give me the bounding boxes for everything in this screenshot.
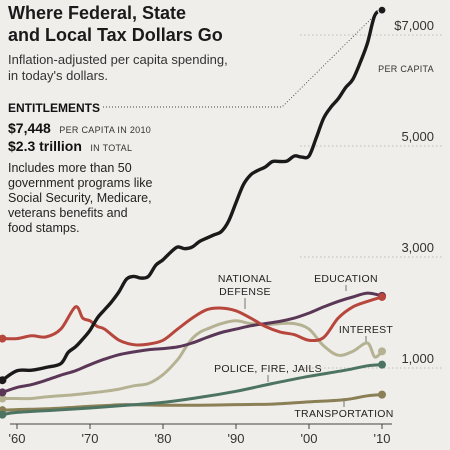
series-endpoint-national-defense — [0, 334, 7, 343]
y-tick-label: 1,000 — [401, 351, 434, 366]
x-tick-label: '60 — [9, 431, 26, 446]
chart-subtitle-line-2: in today's dollars. — [8, 68, 108, 83]
series-line-national-defense — [0, 295, 384, 347]
series-label-national-defense-line-2: DEFENSE — [219, 286, 271, 298]
series-endpoint-interest — [0, 394, 7, 403]
x-tick-label: '90 — [228, 431, 245, 446]
entitlements-per-capita: $7,448 PER CAPITA IN 2010 — [8, 120, 151, 137]
entitlements-total-note: IN TOTAL — [90, 143, 132, 153]
series-label-education: EDUCATION — [314, 273, 378, 285]
series-endpoint-police-fire-jails — [378, 360, 386, 369]
entitlements-desc-line-3: Social Security, Medicare, — [8, 191, 152, 205]
series-endpoint-transportation — [378, 390, 386, 399]
series-line-education — [0, 291, 384, 394]
x-tick-label: '00 — [301, 431, 318, 446]
chart-title-line-2: and Local Tax Dollars Go — [8, 25, 223, 45]
x-tick-label: '80 — [155, 431, 172, 446]
y-tick-label: 3,000 — [401, 240, 434, 255]
series-label-police-fire-jails: POLICE, FIRE, JAILS — [214, 363, 322, 375]
entitlements-desc-line-5: food stamps. — [8, 221, 80, 235]
series-endpoint-education — [0, 388, 7, 397]
series-endpoint-police-fire-jails — [0, 410, 7, 419]
entitlements-desc-line-2: government programs like — [8, 176, 153, 190]
series-line-interest — [0, 319, 384, 401]
y-axis-ticks: $7,000 5,000 3,000 1,000 — [394, 18, 434, 366]
chart-title-line-1: Where Federal, State — [8, 3, 186, 23]
series-endpoint-interest — [378, 347, 386, 356]
gridlines — [300, 34, 442, 369]
entitlements-desc-line-4: veterans benefits and — [8, 206, 128, 220]
series-label-interest: INTEREST — [339, 324, 394, 336]
series-endpoint-entitlements — [0, 376, 7, 385]
entitlements-per-capita-note: PER CAPITA IN 2010 — [59, 125, 151, 135]
x-tick-label: '70 — [82, 431, 99, 446]
y-tick-label: $7,000 — [394, 18, 434, 33]
series-label-national-defense-line-1: NATIONAL — [218, 273, 272, 285]
x-tick-label: '10 — [374, 431, 391, 446]
entitlements-desc-line-1: Includes more than 50 — [8, 161, 132, 175]
series-label-transportation: TRANSPORTATION — [294, 408, 393, 420]
series-line-transportation — [0, 393, 384, 412]
series-group — [0, 5, 387, 419]
entitlements-per-capita-value: $7,448 — [8, 120, 51, 136]
y-tick-label: 5,000 — [401, 129, 434, 144]
entitlements-total: $2.3 trillion IN TOTAL — [8, 138, 132, 155]
chart-subtitle-line-1: Inflation-adjusted per capita spending, — [8, 52, 228, 67]
x-axis-ticks: '60 '70 '80 '90 '00 '10 — [9, 424, 391, 446]
series-endpoint-national-defense — [378, 292, 386, 301]
series-line-police-fire-jails — [0, 363, 384, 417]
entitlements-heading: ENTITLEMENTS — [8, 101, 100, 115]
series-endpoint-entitlements — [377, 5, 387, 15]
entitlements-total-value: $2.3 trillion — [8, 138, 82, 154]
series-line-entitlements — [0, 8, 384, 382]
y-axis-unit: PER CAPITA — [378, 64, 434, 74]
